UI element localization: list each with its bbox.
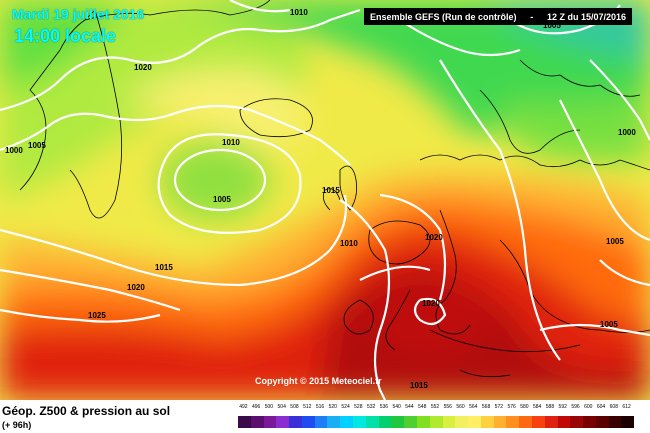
isobar-label: 1020 (127, 283, 145, 292)
scale-tick-label: 548 (418, 404, 427, 410)
scale-tick-labels: 492 496 500 504 508 512 516 520 524 528 532 536 540 5… (238, 404, 634, 414)
scale-tick-label: 552 (430, 404, 440, 410)
isobar-label: 1000 (5, 146, 23, 155)
scale-swatch (480, 416, 494, 428)
scale-tick-label: 520 (328, 404, 337, 410)
scale-tick-label: 588 (545, 404, 555, 410)
run-info-banner: Ensemble GEFS (Run de contrôle) - 12 Z d… (364, 8, 632, 25)
isobar-label: 1005 (543, 21, 561, 30)
scale-swatch (289, 416, 302, 428)
isobar-label: 1015 (410, 381, 428, 390)
land-coastlines (19, 0, 650, 378)
isobar-labels: 1010 1020 1010 1005 1000 1005 1015 1015 … (5, 8, 636, 390)
scale-tick-label: 608 (609, 404, 618, 410)
forecast-offset: (+ 96h) (2, 420, 32, 430)
scale-tick-label: 532 (366, 404, 376, 410)
scale-tick-label: 556 (443, 404, 452, 410)
scale-swatch (301, 416, 315, 428)
scale-swatch (468, 416, 481, 428)
scale-swatch (276, 416, 290, 428)
isobar-label: 1010 (290, 8, 308, 17)
map-title: Géop. Z500 & pression au sol (2, 404, 171, 418)
scale-tick-label: 500 (264, 404, 274, 410)
scale-tick-label: 592 (558, 404, 567, 410)
scale-swatch (544, 416, 558, 428)
copyright-notice: Copyright © 2015 Meteociel.fr (255, 376, 382, 386)
scale-swatch (365, 416, 379, 428)
scale-swatch (557, 416, 571, 428)
scale-tick-label: 516 (315, 404, 325, 410)
scale-tick-label: 540 (392, 404, 401, 410)
isobar-label: 1015 (322, 186, 340, 195)
isobar-label: 1000 (618, 128, 636, 137)
isobar-label: 1005 (28, 141, 46, 150)
scale-swatch (250, 416, 264, 428)
isobar-label: 1010 (222, 138, 240, 147)
scale-swatch (314, 416, 328, 428)
isobar-label: 1005 (606, 237, 624, 246)
forecast-time: 14:00 locale (14, 26, 117, 46)
scale-swatch (621, 416, 635, 428)
run-dash: - (530, 11, 534, 22)
scale-tick-label: 584 (533, 404, 542, 410)
scale-tick-label: 544 (405, 404, 414, 410)
scale-tick-label: 560 (456, 404, 465, 410)
scale-tick-label: 600 (584, 404, 593, 410)
scale-swatch (263, 416, 277, 428)
isobar-label: 1015 (155, 263, 173, 272)
geopotential-field (0, 0, 650, 400)
scale-swatch (595, 416, 609, 428)
scale-tick-label: 596 (571, 404, 580, 410)
scale-tick-label: 576 (507, 404, 516, 410)
scale-tick-label: 536 (379, 404, 389, 410)
scale-swatch (353, 416, 366, 428)
scale-tick-label: 508 (290, 404, 299, 410)
color-scale: 492 496 500 504 508 512 516 520 524 528 532 536 540 5… (238, 404, 635, 430)
isobar-label: 1010 (340, 239, 358, 248)
isobar-label: 1020 (425, 233, 443, 242)
scale-color-bar (238, 416, 635, 428)
scale-swatch (429, 416, 443, 428)
isobar-label: 1020 (134, 63, 152, 72)
scale-swatch (570, 416, 584, 428)
scale-swatch (327, 416, 341, 428)
scale-swatch (531, 416, 545, 428)
scale-swatch (391, 416, 405, 428)
scale-swatch (416, 416, 430, 428)
scale-swatch (238, 416, 251, 428)
scale-swatch (493, 416, 507, 428)
scale-tick-label: 568 (481, 404, 491, 410)
scale-tick-label: 528 (354, 404, 363, 410)
isobar-label: 1025 (88, 311, 106, 320)
scale-swatch (404, 416, 417, 428)
scale-tick-label: 496 (251, 404, 261, 410)
scale-tick-label: 492 (239, 404, 248, 410)
scale-swatch (608, 416, 622, 428)
scale-tick-label: 580 (520, 404, 529, 410)
scale-swatch (506, 416, 520, 428)
scale-swatch (455, 416, 469, 428)
isobar-label: 1005 (213, 195, 231, 204)
scale-swatch (340, 416, 354, 428)
z500-map: 1010 1020 1010 1005 1000 1005 1015 1015 … (0, 0, 650, 400)
scale-swatch (519, 416, 532, 428)
scale-tick-label: 604 (596, 404, 606, 410)
scale-tick-label: 504 (277, 404, 286, 410)
scale-tick-label: 612 (622, 404, 631, 410)
scale-swatch (583, 416, 596, 428)
run-date: 12 Z du 15/07/2016 (546, 11, 626, 22)
scale-swatch (442, 416, 456, 428)
scale-swatch (378, 416, 392, 428)
scale-tick-label: 512 (303, 404, 312, 410)
scale-tick-label: 572 (494, 404, 504, 410)
scale-tick-label: 564 (469, 404, 478, 410)
run-model: Ensemble GEFS (Run de contrôle) (370, 11, 517, 22)
forecast-date: Mardi 19 juillet 2016 (12, 6, 145, 22)
isobars (0, 0, 650, 400)
isobar-label: 1005 (600, 320, 618, 329)
isobar-label: 1020 (422, 299, 440, 308)
scale-tick-label: 524 (341, 404, 350, 410)
